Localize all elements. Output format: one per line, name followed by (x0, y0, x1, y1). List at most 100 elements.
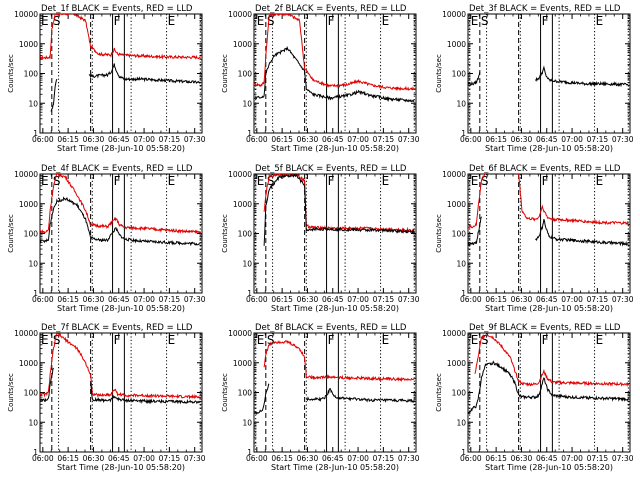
event-marker-label: E (596, 333, 604, 347)
x-tick-label: 06:45 (536, 295, 558, 304)
x-axis-label: Start Time (28-Jun-10 05:58:20) (57, 144, 185, 153)
event-marker-label: F (114, 333, 121, 347)
lld-series-line (263, 340, 415, 383)
event-marker-label: S (267, 14, 275, 28)
x-tick-label: 06:15 (57, 295, 79, 304)
y-axis-label: Counts/sec (435, 373, 443, 412)
y-tick-label: 100 (452, 70, 467, 79)
y-tick-label: 100 (452, 230, 467, 239)
events-series-line (468, 360, 629, 415)
y-tick-label: 10 (456, 99, 466, 108)
x-tick-label: 07:15 (587, 135, 609, 144)
x-tick-label: 06:45 (108, 454, 130, 463)
y-tick-label: 10 (242, 259, 252, 268)
event-marker-label: S (53, 174, 61, 188)
event-marker-label: S (481, 333, 489, 347)
y-tick-label: 10000 (228, 170, 252, 179)
panel-title: Det_5f BLACK = Events, RED = LLD (255, 164, 407, 174)
y-tick-label: 1000 (19, 200, 38, 209)
y-tick-label: 100 (238, 230, 253, 239)
events-series-line (90, 383, 201, 405)
panel-title: Det_9f BLACK = Events, RED = LLD (469, 323, 621, 333)
x-tick-label: 06:15 (57, 135, 79, 144)
y-tick-label: 10 (28, 259, 38, 268)
x-tick-label: 06:00 (246, 295, 268, 304)
event-marker-label: F (542, 174, 549, 188)
plot-frame (467, 13, 631, 134)
y-axis-label: Counts/sec (435, 54, 443, 93)
event-marker-label: E (382, 14, 390, 28)
panel-title: Det_2f BLACK = Events, RED = LLD (255, 4, 407, 14)
events-series-line (88, 63, 201, 85)
plot-frame (253, 332, 417, 453)
x-tick-label: 07:30 (398, 454, 420, 463)
x-tick-label: 07:00 (561, 295, 583, 304)
event-marker-label: E (257, 333, 265, 347)
x-tick-label: 06:30 (83, 295, 105, 304)
x-tick-label: 06:15 (485, 454, 507, 463)
panel-det-4: Det_4f BLACK = Events, RED = LLD 1 10 100 10… (7, 164, 206, 313)
x-axis-label: Start Time (28-Jun-10 05:58:20) (485, 463, 613, 472)
panel-title: Det_4f BLACK = Events, RED = LLD (41, 164, 193, 174)
plot-frame (39, 173, 203, 294)
x-tick-label: 06:45 (536, 135, 558, 144)
event-marker-label: E (168, 174, 176, 188)
events-series-line (535, 65, 629, 88)
event-marker-label: F (542, 333, 549, 347)
y-tick-label: 1 (33, 129, 38, 138)
x-tick-label: 06:45 (108, 295, 130, 304)
panel-det-6: Det_6f BLACK = Events, RED = LLD 1 10 100 10… (435, 164, 634, 313)
event-marker-label: E (382, 333, 390, 347)
event-marker-label: F (542, 14, 549, 28)
x-tick-label: 07:00 (347, 135, 369, 144)
event-marker-label: F (114, 174, 121, 188)
x-tick-label: 07:15 (159, 135, 181, 144)
x-tick-label: 07:00 (561, 135, 583, 144)
y-tick-label: 1000 (233, 40, 252, 49)
y-tick-label: 1000 (19, 359, 38, 368)
x-tick-label: 06:30 (297, 454, 319, 463)
panel-title: Det_8f BLACK = Events, RED = LLD (255, 323, 407, 333)
y-axis-label: Counts/sec (7, 373, 15, 412)
x-axis-label: Start Time (28-Jun-10 05:58:20) (271, 144, 399, 153)
lld-series-line (40, 333, 201, 400)
y-tick-label: 10 (242, 418, 252, 427)
y-tick-label: 1 (247, 129, 252, 138)
x-tick-label: 06:00 (460, 295, 482, 304)
x-tick-label: 07:30 (612, 454, 634, 463)
panel-det-7: Det_7f BLACK = Events, RED = LLD 1 10 100 10… (7, 323, 206, 472)
x-tick-label: 06:45 (108, 135, 130, 144)
x-tick-label: 07:00 (561, 454, 583, 463)
plot-frame (467, 173, 631, 294)
x-tick-label: 07:15 (587, 295, 609, 304)
x-tick-label: 07:30 (612, 295, 634, 304)
y-tick-label: 1000 (233, 359, 252, 368)
x-tick-label: 07:30 (184, 454, 206, 463)
lld-series-line (263, 174, 415, 233)
y-tick-label: 100 (452, 389, 467, 398)
plot-frame (253, 173, 417, 294)
event-marker-label: S (53, 333, 61, 347)
events-series-line (468, 71, 481, 86)
y-tick-label: 10 (456, 418, 466, 427)
x-tick-label: 06:00 (32, 295, 54, 304)
x-tick-label: 06:15 (271, 295, 293, 304)
x-axis-label: Start Time (28-Jun-10 05:58:20) (57, 463, 185, 472)
x-tick-label: 07:00 (347, 454, 369, 463)
lld-series-line (474, 333, 629, 388)
event-marker-label: E (471, 14, 479, 28)
event-marker-label: E (168, 14, 176, 28)
panel-det-8: Det_8f BLACK = Events, RED = LLD 1 10 100 10… (221, 323, 420, 472)
lld-series-line (40, 174, 201, 235)
plot-frame (39, 332, 203, 453)
y-axis-label: Counts/sec (7, 54, 15, 93)
x-tick-label: 06:45 (322, 135, 344, 144)
events-series-line (535, 219, 629, 247)
y-tick-label: 1000 (233, 200, 252, 209)
event-marker-label: S (267, 174, 275, 188)
y-axis-label: Counts/sec (221, 214, 229, 253)
event-marker-label: F (328, 174, 335, 188)
x-tick-label: 06:00 (460, 135, 482, 144)
x-tick-label: 07:00 (347, 295, 369, 304)
